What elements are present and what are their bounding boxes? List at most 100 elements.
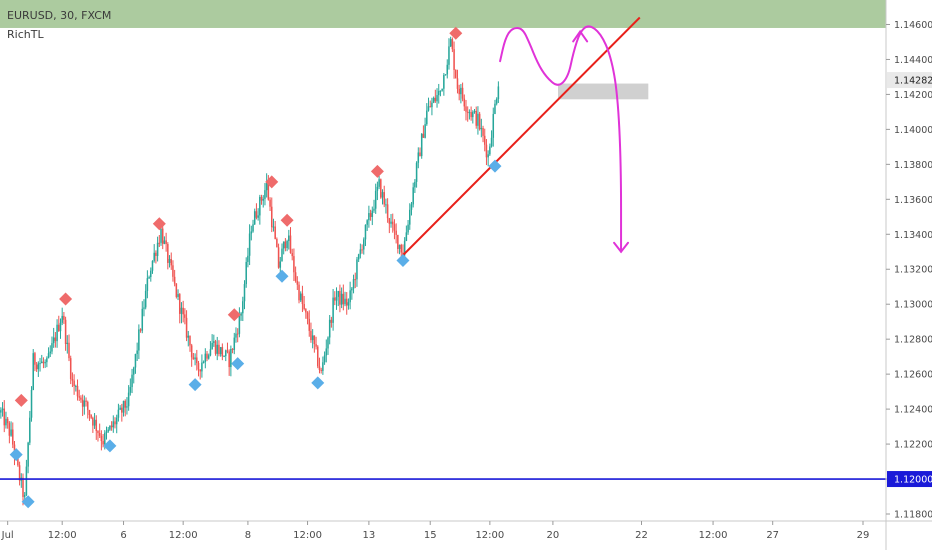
candle — [282, 241, 285, 255]
candle-body — [138, 329, 140, 351]
candle — [466, 106, 469, 122]
candle-body — [146, 278, 149, 291]
time-tick-label: 13 — [363, 530, 376, 541]
candle-body — [114, 421, 116, 425]
candle — [129, 378, 132, 396]
candle-body — [276, 238, 278, 248]
candle-body — [330, 319, 333, 323]
candle-body — [83, 400, 86, 407]
pivot-low-marker — [275, 269, 289, 283]
candle-body — [407, 224, 409, 233]
candle-body — [165, 240, 167, 245]
candle — [308, 310, 311, 337]
candle — [393, 219, 396, 240]
current-price-label: 1.14282 — [894, 76, 932, 87]
candle — [357, 253, 360, 263]
candle — [177, 289, 179, 301]
candle — [409, 203, 411, 230]
candle-body — [332, 297, 334, 323]
candle-body — [150, 270, 152, 278]
candle-body — [291, 253, 293, 257]
candle-body — [385, 204, 387, 206]
candle — [451, 37, 454, 53]
candle-body — [69, 358, 72, 380]
candle-body — [269, 199, 271, 207]
candle — [161, 222, 164, 250]
candle-body — [117, 409, 120, 418]
candle — [206, 351, 208, 362]
candle — [260, 194, 263, 205]
price-tick-label: 1.12200 — [894, 440, 932, 451]
candle — [141, 301, 144, 334]
candle-body — [473, 110, 476, 113]
candle — [461, 82, 464, 102]
candle-body — [170, 258, 173, 266]
candle — [52, 327, 55, 348]
candle — [235, 327, 237, 343]
candle — [487, 150, 489, 167]
candle — [272, 218, 275, 232]
candle-body — [204, 353, 207, 362]
candle-body — [12, 429, 14, 445]
candle — [102, 433, 104, 448]
candle — [332, 288, 334, 331]
candle-body — [466, 111, 469, 113]
candle-body — [1, 408, 4, 411]
candle-body — [426, 110, 428, 125]
candle-body — [318, 366, 321, 370]
candle-body — [107, 429, 109, 432]
candle-body — [155, 252, 157, 256]
candle-body — [420, 133, 423, 157]
candle-body — [202, 361, 205, 363]
candle-body — [129, 387, 132, 393]
candle-body — [122, 400, 125, 413]
pivot-high-marker — [370, 164, 384, 178]
candle-body — [342, 293, 345, 305]
pivot-low-marker — [21, 495, 35, 509]
candle-body — [472, 112, 474, 118]
price-tick-label: 1.14400 — [894, 55, 932, 66]
candle — [146, 270, 149, 299]
candle — [369, 209, 372, 221]
candle — [155, 250, 157, 264]
candle — [153, 244, 155, 263]
candle-body — [180, 307, 183, 314]
candle — [35, 361, 38, 372]
candle — [455, 69, 457, 79]
candle-body — [44, 362, 46, 364]
candle-body — [112, 421, 115, 428]
candle-body — [340, 293, 343, 305]
candle-body — [403, 240, 406, 256]
candle — [202, 360, 205, 364]
candle-body — [267, 182, 270, 200]
candle — [114, 417, 116, 429]
price-axis-bg — [886, 0, 932, 550]
candle-body — [144, 290, 147, 308]
candle — [223, 355, 225, 358]
candle-body — [158, 242, 161, 244]
candle — [44, 359, 46, 368]
candle — [444, 74, 447, 76]
pivot-high-marker — [59, 292, 73, 306]
candle — [230, 345, 232, 377]
candle-body — [161, 228, 164, 244]
candle-body — [194, 357, 196, 360]
candle — [105, 426, 108, 440]
candle-body — [100, 435, 103, 442]
candle-body — [18, 465, 21, 481]
candle-body — [274, 226, 276, 239]
candle — [381, 189, 384, 205]
time-tick-label: 22 — [635, 530, 648, 541]
candle — [311, 329, 314, 349]
candle-body — [98, 433, 101, 436]
candle — [446, 59, 449, 79]
candle-body — [391, 221, 394, 225]
candle — [407, 219, 409, 235]
candle-body — [32, 353, 34, 390]
candle — [68, 334, 70, 362]
candle-body — [25, 466, 28, 496]
candle-body — [303, 304, 305, 310]
candle-body — [264, 190, 266, 199]
candle-body — [199, 369, 201, 372]
